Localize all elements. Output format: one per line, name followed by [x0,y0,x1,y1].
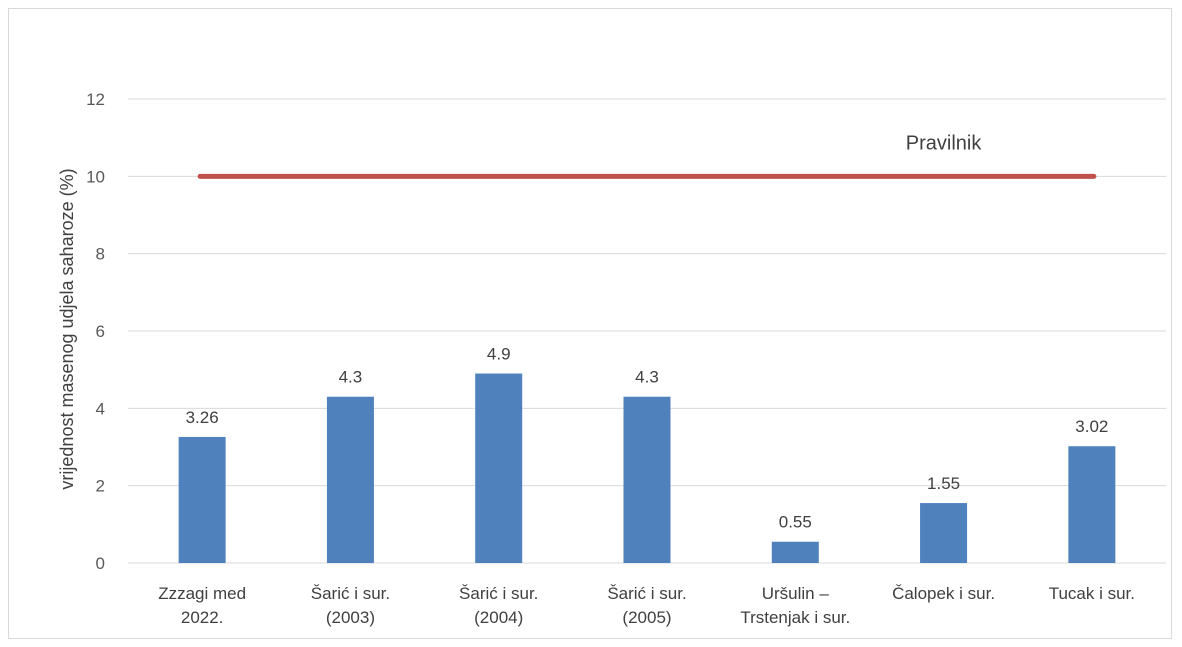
y-axis-title: vrijednost masenog udjela saharoze (%) [57,168,77,489]
x-category-label: Šarić i sur. [607,584,686,603]
bar [623,396,671,563]
y-tick-label: 4 [96,399,105,418]
bar [920,503,968,563]
y-tick-label: 12 [86,90,105,109]
x-category-label: (2003) [326,608,375,627]
data-labels: 3.26 4.3 4.9 4.3 0.55 1.55 3.02 [186,345,1109,532]
data-label: 0.55 [779,513,812,532]
x-category-label: Trstenjak i sur. [740,608,850,627]
x-category-label: Šarić i sur. [311,584,390,603]
data-label: 1.55 [927,474,960,493]
x-category-label: (2004) [474,608,523,627]
x-category-label: Šarić i sur. [459,584,538,603]
bar [326,396,374,563]
data-label: 4.9 [487,345,511,364]
data-label: 4.3 [339,368,363,387]
y-tick-label: 2 [96,477,105,496]
x-category-label: Tucak i sur. [1049,584,1135,603]
x-category-label: (2005) [622,608,671,627]
x-category-label: 2022. [181,608,224,627]
data-label: 3.26 [186,408,219,427]
y-tick-label: 8 [96,245,105,264]
data-label: 4.3 [635,368,659,387]
x-category-label: Uršulin – [762,584,830,603]
y-tick-label: 10 [86,167,105,186]
bar [771,541,819,563]
bar [1068,446,1116,563]
y-axis-ticks: 0 2 4 6 8 10 12 [86,90,105,573]
y-tick-label: 0 [96,554,105,573]
bar [475,373,523,563]
reference-line-label: Pravilnik [906,132,983,154]
x-axis-categories: Zzzagi med 2022. Šarić i sur. (2003) Šarić i… [158,584,1135,627]
y-tick-label: 6 [96,322,105,341]
data-label: 3.02 [1075,417,1108,436]
bars [178,373,1116,563]
x-category-label: Čalopek i sur. [892,584,995,603]
bar [178,436,226,563]
x-category-label: Zzzagi med [158,584,246,603]
